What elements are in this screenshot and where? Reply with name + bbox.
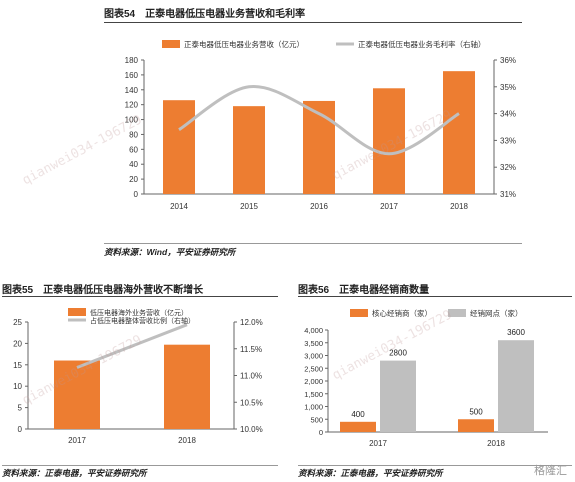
title-rule [298,296,572,297]
legend-label: 经销网点（家） [470,308,523,318]
y-tick-label: 40 [129,160,138,169]
bar [458,419,494,432]
source-rule [104,243,522,244]
data-label: 500 [469,407,483,416]
bar [54,360,100,429]
y-tick-label: 120 [125,101,139,110]
legend-label: 占低压电器整体营收比例（右轴） [90,316,195,325]
y-tick-label: 25 [13,318,22,327]
data-label: 400 [351,410,365,419]
figure-title: 图表54 正泰电器低压电器业务营收和毛利率 [104,9,306,20]
y-tick-label: 2,500 [304,364,323,373]
y2-tick-label: 34% [500,110,516,119]
logo-text: 格隆汇 [534,465,567,477]
chart-56: 核心经销商（家） 经销网点（家） 0 500 1,000 1,500 2,000 2,500 3… [304,308,548,448]
figure-title: 图表55 正泰电器低压电器海外营收不断增长 [2,285,204,296]
x-tick-label: 2014 [170,202,188,211]
y-tick-label: 20 [13,339,22,348]
x-tick-label: 2017 [68,436,86,445]
y2-tick-label: 10.0% [240,425,263,434]
figure-source: 资料来源：正泰电器，平安证券研究所 [298,468,443,478]
legend-label: 低压电器海外业务营收（亿元） [90,308,188,317]
bar [164,344,210,429]
legend-label: 正泰电器低压电器业务营收（亿元） [184,39,304,49]
source-rule [298,465,572,466]
bar [340,421,376,432]
y2-tick-label: 36% [500,56,516,65]
y-tick-label: 80 [129,130,138,139]
source-rule [2,465,278,466]
y-tick-label: 0 [319,428,323,437]
y-tick-label: 3,000 [304,352,323,361]
y2-tick-label: 32% [500,163,516,172]
y-tick-label: 160 [125,71,139,80]
y2-tick-label: 31% [500,190,516,199]
legend-label: 核心经销商（家） [372,308,432,318]
y-tick-label: 3,500 [304,339,323,348]
y2-tick-label: 11.0% [240,372,262,381]
figure-source: 资料来源：Wind，平安证券研究所 [104,247,236,257]
x-tick-label: 2018 [178,436,196,445]
legend-swatch-bar [162,40,180,48]
x-tick-label: 2015 [240,202,258,211]
y-tick-label: 60 [129,145,138,154]
y2-tick-label: 10.5% [240,398,263,407]
data-label: 3600 [507,328,525,337]
chart-54: 正泰电器低压电器业务营收（亿元） 正泰电器低压电器业务毛利率（右轴） 0 20 40 60… [125,39,516,211]
y-tick-label: 0 [18,425,23,434]
y-tick-label: 1,000 [304,403,323,412]
figure-title: 图表56 正泰电器经销商数量 [298,285,430,296]
y-tick-label: 2,000 [304,377,323,386]
figure-55: 图表55 正泰电器低压电器海外营收不断增长 低压电器海外业务营收（亿元） 占低压电… [2,279,280,482]
y-tick-label: 100 [125,116,139,125]
x-tick-label: 2018 [450,202,468,211]
bar [233,106,265,194]
x-tick-label: 2017 [380,202,398,211]
ratio-line [76,323,188,369]
bar [443,71,475,194]
bar [303,100,335,194]
y-tick-label: 180 [125,56,139,65]
y-tick-label: 0 [134,190,139,199]
y2-tick-label: 11.5% [240,345,262,354]
x-tick-label: 2018 [487,439,505,448]
title-rule [2,296,278,297]
legend-swatch-bar [68,308,86,316]
x-tick-label: 2016 [310,202,328,211]
bar [373,88,405,194]
chart-55: 低压电器海外业务营收（亿元）占低压电器整体营收比例（右轴） 0 5 10 15 20 25 1… [13,308,263,445]
figure-source: 资料来源：正泰电器，平安证券研究所 [2,468,147,478]
y2-tick-label: 33% [500,136,516,145]
data-label: 2800 [389,349,407,358]
y-tick-label: 4,000 [304,326,323,335]
y-tick-label: 10 [13,382,22,391]
y-tick-label: 20 [129,175,138,184]
legend-swatch-bar [448,309,466,317]
bar [498,340,534,432]
y2-tick-label: 12.0% [240,318,263,327]
legend-label: 正泰电器低压电器业务毛利率（右轴） [358,39,486,49]
bar [380,360,416,432]
legend-swatch-bar [350,309,368,317]
y2-tick-label: 35% [500,83,516,92]
title-rule [104,22,522,23]
margin-line [178,85,460,156]
y-tick-label: 500 [310,415,323,424]
y-tick-label: 140 [125,86,139,95]
y-tick-label: 5 [18,404,23,413]
x-tick-label: 2017 [369,439,387,448]
figure-54: 图表54 正泰电器低压电器业务营收和毛利率 正泰电器低压电器业务营收（亿元） 正泰… [104,0,522,262]
y-tick-label: 1,500 [304,390,323,399]
bar [163,100,195,194]
y-tick-label: 15 [13,361,22,370]
figure-56: 图表56 正泰电器经销商数量 核心经销商（家） 经销网点（家） 0 500 1,000 1… [298,279,573,482]
